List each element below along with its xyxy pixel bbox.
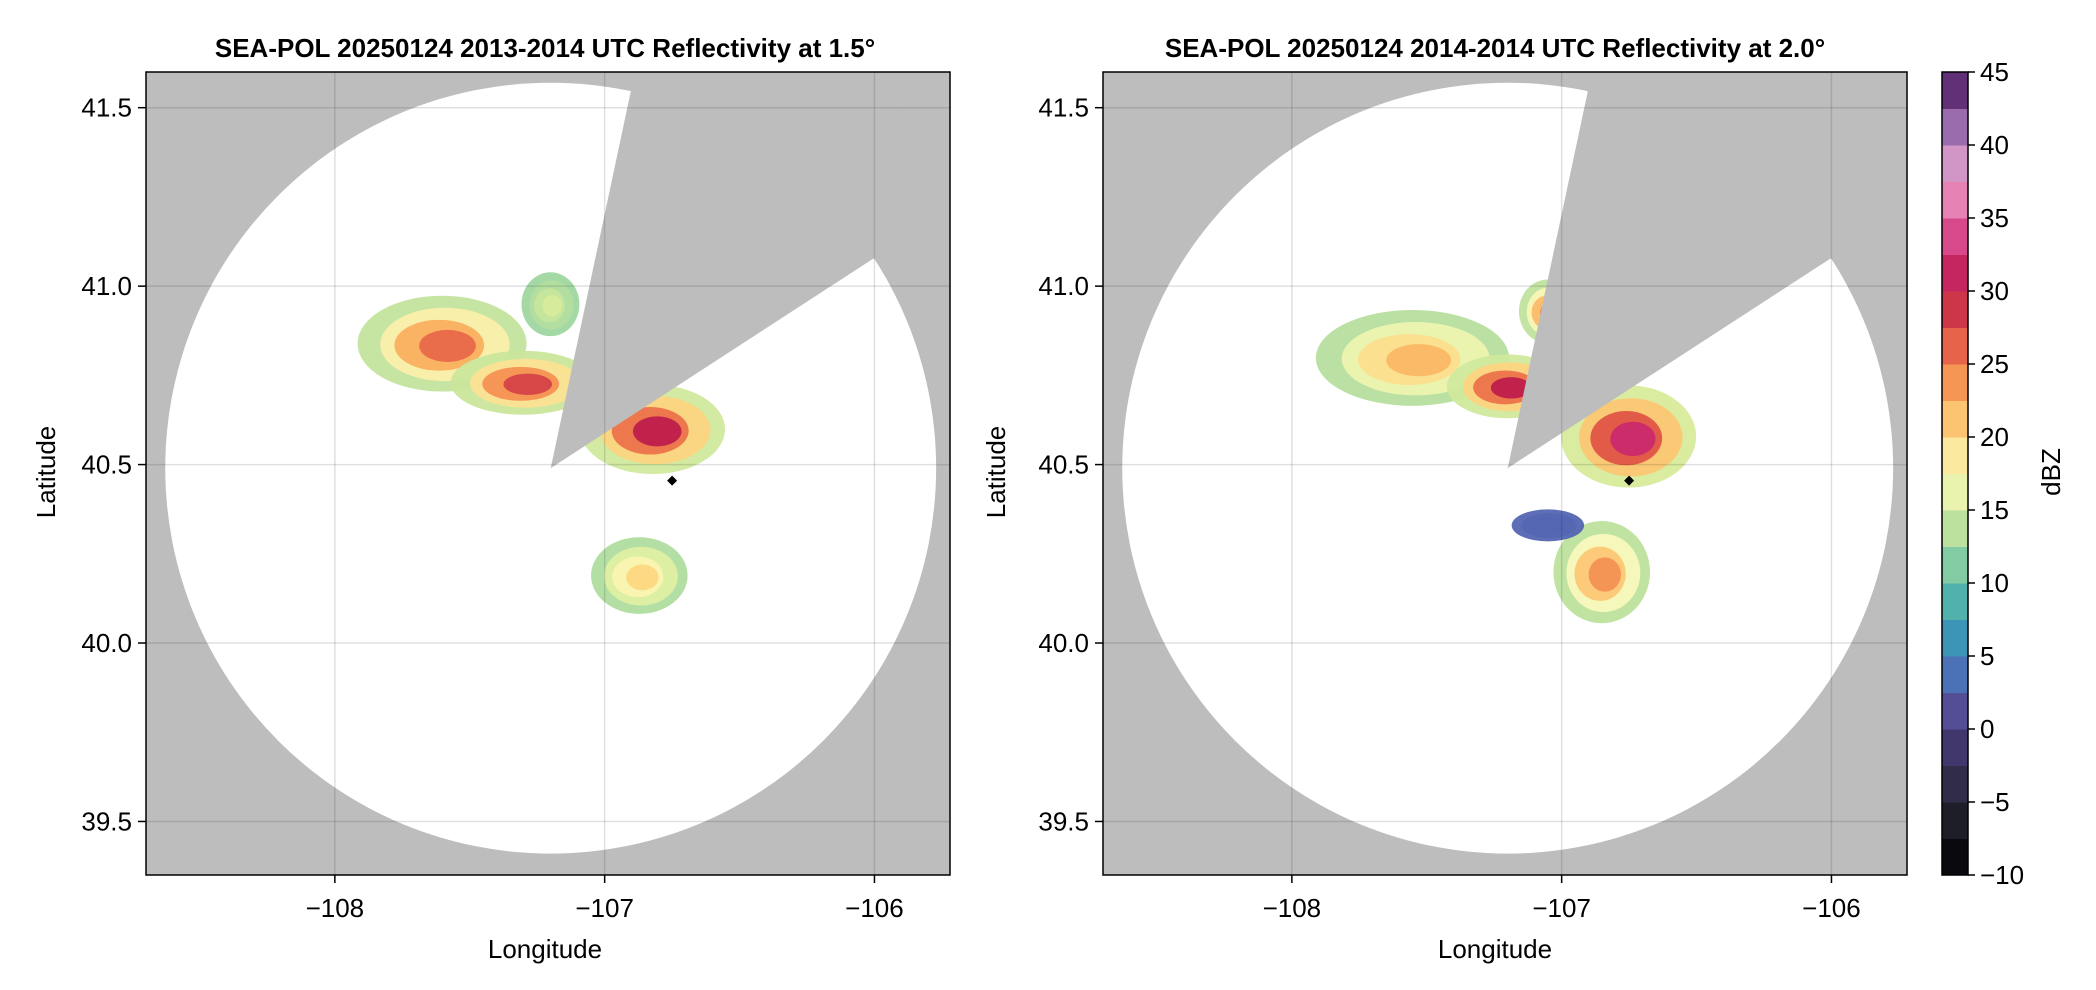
colorbar-tick-label: 0 (1980, 714, 1994, 744)
panel-right: SEA-POL 20250124 2014-2014 UTC Reflectiv… (981, 0, 1928, 964)
colorbar-bin (1942, 802, 1968, 839)
y-tick-label: 40.0 (81, 628, 132, 658)
plot-frame (145, 71, 951, 876)
colorbar-bin (1942, 473, 1968, 511)
echo-region (1560, 385, 1697, 488)
colorbar-tick-label: 25 (1980, 349, 2009, 379)
colorbar-bin (1942, 729, 1968, 766)
echo-region (1553, 520, 1651, 624)
colorbar-label: dBZ (2036, 448, 2066, 496)
chart-title-right: SEA-POL 20250124 2014-2014 UTC Reflectiv… (1165, 33, 1825, 63)
colorbar-tick-label: 20 (1980, 422, 2009, 452)
location-marker (1624, 475, 1635, 486)
x-tick-label: −106 (1802, 893, 1861, 923)
blocked-sector (550, 72, 950, 469)
y-axis-label-left: Latitude (31, 426, 61, 519)
y-tick-label: 41.0 (81, 271, 132, 301)
colorbar-bin (1942, 619, 1968, 657)
y-tick-label: 40.5 (81, 450, 132, 480)
y-tick-label: 41.0 (1038, 271, 1089, 301)
plot-frame (1102, 71, 1908, 876)
y-tick-label: 40.5 (1038, 450, 1089, 480)
echo-contour (542, 295, 563, 317)
colorbar-bin (1942, 400, 1968, 438)
panel-left: SEA-POL 20250124 2013-2014 UTC Reflectiv… (31, 0, 971, 964)
chart-title-left: SEA-POL 20250124 2013-2014 UTC Reflectiv… (215, 33, 875, 63)
y-axis-label-right: Latitude (981, 426, 1011, 519)
echo-contour (1610, 421, 1656, 457)
colorbar-bin (1942, 692, 1968, 730)
colorbar-bin (1942, 583, 1968, 620)
colorbar-tick-label: 35 (1980, 203, 2009, 233)
echo-contour (503, 373, 553, 395)
colorbar-tick-label: −10 (1980, 860, 2024, 890)
location-marker (667, 475, 678, 486)
echo-contour (1588, 557, 1622, 592)
plot-area-left[interactable]: −108 −107 −106 39.5 40.0 40.5 41.0 41.5 (81, 0, 971, 923)
colorbar-frame (1941, 71, 1969, 876)
colorbar-bin (1942, 546, 1968, 584)
colorbar-tick-label: 45 (1980, 57, 2009, 87)
colorbar-tick-label: 5 (1980, 641, 1994, 671)
echo-region (591, 537, 688, 614)
y-tick-label: 41.5 (81, 93, 132, 123)
y-tick-label: 39.5 (1038, 806, 1089, 836)
x-tick-label: −106 (845, 893, 904, 923)
echo-contour (1386, 344, 1452, 377)
colorbar-bin (1942, 656, 1968, 693)
colorbar-bin (1942, 765, 1968, 803)
echo-region (450, 350, 596, 415)
x-tick-label: −107 (575, 893, 634, 923)
colorbar-tick-label: 10 (1980, 568, 2009, 598)
y-tick-label: 41.5 (1038, 93, 1089, 123)
echo-contour (1538, 520, 1563, 532)
echo-contour (626, 564, 659, 591)
x-axis-label-right: Longitude (1438, 934, 1552, 964)
colorbar-bin (1942, 327, 1968, 365)
blocked-sector (1507, 72, 1907, 469)
colorbar: dBZ −10 −5 0 5 10 15 20 25 30 35 40 45 (1941, 57, 2066, 890)
colorbar-bin (1942, 108, 1968, 146)
x-tick-label: −108 (1263, 893, 1322, 923)
y-tick-label: 39.5 (81, 806, 132, 836)
echo-region (521, 272, 580, 337)
plot-area-right[interactable]: −108 −107 −106 39.5 40.0 40.5 41.0 41.5 (1038, 0, 1928, 923)
echo-contour (419, 329, 476, 362)
x-axis-label-left: Longitude (488, 934, 602, 964)
echo-contour (632, 416, 682, 447)
colorbar-bin (1942, 437, 1968, 474)
colorbar-tick-label: −5 (1980, 787, 2010, 817)
colorbar-bin (1942, 254, 1968, 292)
colorbar-bin (1942, 145, 1968, 182)
colorbar-tick-label: 15 (1980, 495, 2009, 525)
y-tick-label: 40.0 (1038, 628, 1089, 658)
colorbar-bin (1942, 510, 1968, 547)
echo-region (1511, 509, 1585, 542)
colorbar-tick-label: 30 (1980, 276, 2009, 306)
colorbar-bin (1942, 72, 1968, 109)
x-tick-label: −108 (306, 893, 365, 923)
colorbar-tick-label: 40 (1980, 130, 2009, 160)
colorbar-bin (1942, 181, 1968, 219)
colorbar-bin (1942, 291, 1968, 328)
x-tick-label: −107 (1532, 893, 1591, 923)
colorbar-bin (1942, 838, 1968, 876)
colorbar-bin (1942, 364, 1968, 401)
echo-contour (1490, 377, 1532, 399)
colorbar-bin (1942, 218, 1968, 255)
